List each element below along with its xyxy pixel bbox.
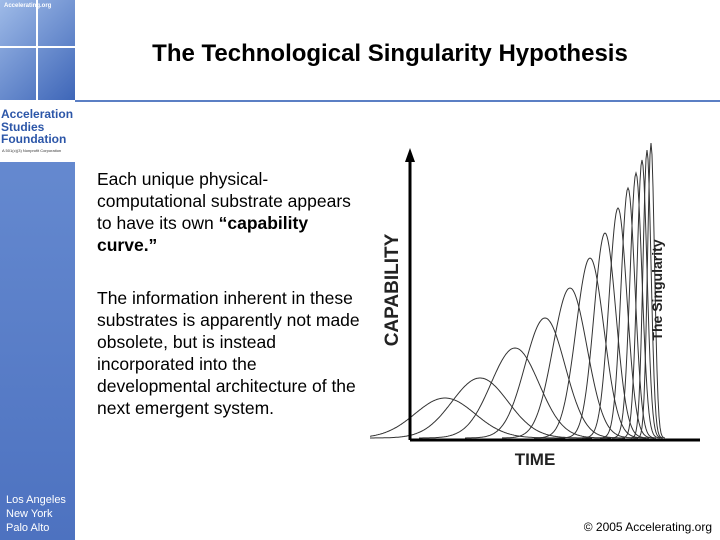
tagline: A 501(c)(3) Nonprofit Corporation <box>2 148 62 153</box>
capability-curve <box>621 159 663 439</box>
org-name: Acceleration Studies Foundation <box>1 108 73 146</box>
capability-curve <box>419 347 611 439</box>
x-axis-label: TIME <box>515 450 556 469</box>
location: Palo Alto <box>6 522 50 534</box>
location: New York <box>6 508 53 520</box>
capability-curve <box>370 377 592 439</box>
sidebar-header <box>0 100 78 162</box>
capability-curve <box>534 257 646 439</box>
paragraph: The information inherent in these substr… <box>97 288 360 418</box>
org-line: Foundation <box>1 132 67 146</box>
logo: Accelerating.org <box>0 0 75 100</box>
org-line: Studies <box>1 119 45 134</box>
footer: © 2005 Accelerating.org <box>583 520 712 534</box>
diagram: CAPABILITY TIME The Singularity <box>370 142 700 469</box>
emphasis: “capability curve.” <box>97 213 309 255</box>
curve-label: The Singularity <box>649 239 665 340</box>
capability-curve <box>630 149 664 439</box>
y-axis-label: CAPABILITY <box>382 233 403 346</box>
capability-curve <box>561 232 649 439</box>
capability-curve <box>600 186 656 439</box>
org-line: Acceleration <box>1 107 74 121</box>
paragraph: Each unique physical-computational subst… <box>97 168 369 256</box>
capability-curve <box>370 397 565 439</box>
title: The Technological Singularity Hypothesis <box>152 40 628 67</box>
arrow <box>405 148 415 162</box>
paragraph-text: Each unique physical-computational subst… <box>97 169 351 233</box>
location: Los Angeles <box>6 494 66 506</box>
logo-line <box>0 46 75 48</box>
capability-curve <box>636 142 666 439</box>
locations: Los Angeles New York Palo Alto <box>6 493 66 535</box>
curves <box>370 142 666 439</box>
capability-curve <box>611 171 661 439</box>
capability-curve <box>582 207 654 439</box>
title-rule <box>75 100 720 102</box>
capability-curve <box>465 317 625 439</box>
capability-curve <box>502 287 638 439</box>
logo-text: Accelerating.org <box>4 3 52 9</box>
logo-line <box>36 0 38 100</box>
